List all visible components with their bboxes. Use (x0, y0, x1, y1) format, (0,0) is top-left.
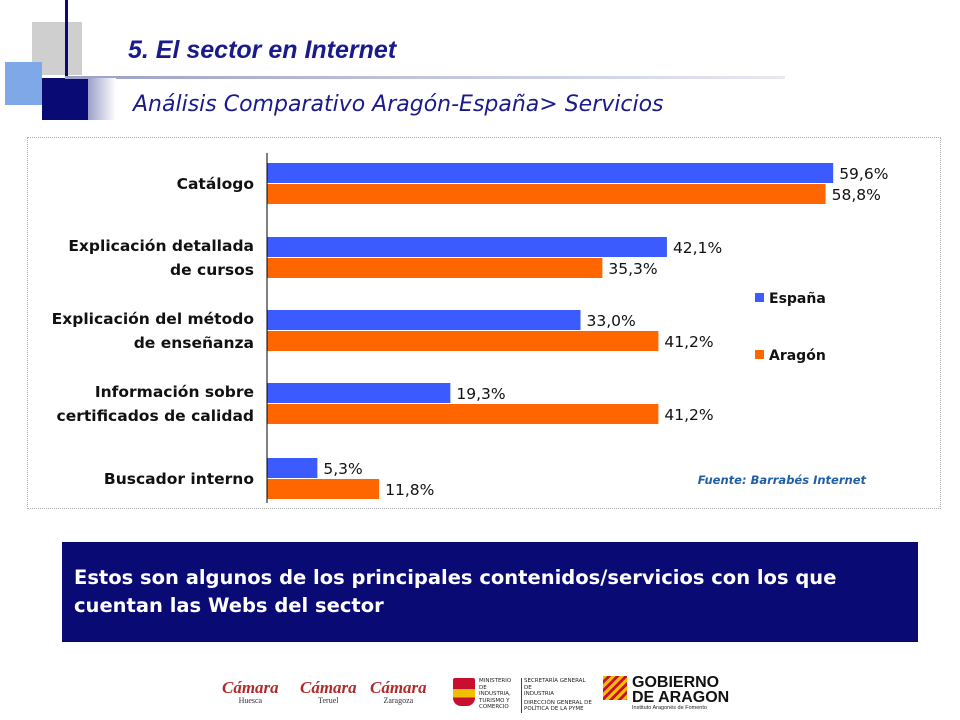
legend-swatch (755, 293, 764, 302)
ministerio-line: DE INDUSTRIA, (479, 684, 511, 698)
camara-zaragoza-logo: Cámara Zaragoza (370, 678, 427, 705)
bar-aragon (267, 331, 659, 351)
chart-panel: Catálogo 59,6% 58,8% Explicación detallada d… (27, 137, 941, 509)
bar-aragon (267, 184, 826, 204)
coat-of-arms-icon (453, 678, 475, 706)
bar-aragon (267, 404, 659, 424)
data-label: 19,3% (456, 385, 505, 403)
data-label: 11,8% (385, 481, 434, 499)
category-label: de cursos (170, 261, 254, 279)
gobierno-line: DE ARAGON (632, 689, 730, 706)
category-label: Explicación detallada (68, 237, 254, 255)
ministerio-line: TURISMO Y (479, 697, 510, 704)
slide-subtitle: Análisis Comparativo Aragón-España> Serv… (133, 92, 664, 117)
category-label: Buscador interno (104, 470, 254, 488)
data-label: 35,3% (608, 260, 657, 278)
ministerio-logo: MINISTERIO DE INDUSTRIA, TURISMO Y COMER… (453, 676, 592, 713)
camara-word: Cámara (222, 678, 279, 697)
gobierno-sub: Instituto Aragonés de Fomento (632, 705, 707, 711)
category-label: Información sobre (95, 383, 254, 401)
data-label: 5,3% (323, 460, 362, 478)
secretaria-line: INDUSTRIA (524, 691, 555, 697)
data-label: 42,1% (673, 239, 722, 257)
camara-teruel-logo: Cámara Teruel (300, 678, 357, 705)
category-label: de enseñanza (134, 334, 254, 352)
bar-espana (267, 237, 667, 257)
legend-label: España (769, 291, 826, 307)
data-label: 41,2% (664, 333, 713, 351)
legend-label: Aragón (769, 348, 826, 364)
direccion-line: POLÍTICA DE LA PYME (524, 706, 584, 712)
data-label: 33,0% (587, 312, 636, 330)
camara-word: Cámara (300, 678, 357, 697)
slide-title: 5. El sector en Internet (128, 36, 397, 64)
info-box: Estos son algunos de los principales con… (62, 542, 918, 642)
bar-aragon (267, 258, 603, 278)
bar-aragon (267, 479, 380, 499)
source-note: Fuente: Barrabés Internet (698, 473, 867, 487)
direccion-line: DIRECCIÓN GENERAL DE (524, 699, 592, 706)
data-label: 58,8% (832, 186, 881, 204)
data-label: 41,2% (664, 406, 713, 424)
category-label: Explicación del método (52, 310, 254, 328)
aragon-flag-icon (603, 676, 627, 700)
camara-city: Teruel (318, 696, 339, 705)
data-label: 59,6% (839, 165, 888, 183)
camara-huesca-logo: Cámara Huesca (222, 678, 279, 705)
bar-chart: Catálogo 59,6% 58,8% Explicación detallada d… (52, 153, 888, 503)
bar-espana (267, 383, 451, 403)
camara-word: Cámara (370, 678, 427, 697)
secretaria-line: SECRETARÍA GENERAL DE (524, 678, 586, 691)
bar-espana (267, 163, 834, 183)
ministerio-line: MINISTERIO (479, 678, 512, 684)
category-label: certificados de calidad (57, 407, 255, 425)
legend-swatch (755, 350, 764, 359)
bar-espana (267, 310, 581, 330)
camara-city: Zaragoza (383, 696, 414, 705)
camara-city: Huesca (238, 696, 263, 705)
ministerio-line: COMERCIO (479, 704, 509, 710)
info-text: Estos son algunos de los principales con… (74, 566, 837, 617)
bar-espana (267, 458, 318, 478)
gobierno-line: GOBIERNO (632, 674, 720, 691)
category-label: Catálogo (177, 175, 254, 193)
logos-strip: Cámara Huesca Cámara Teruel Cámara Zarag… (220, 672, 750, 718)
gobierno-aragon-logo: GOBIERNO DE ARAGON Instituto Aragonés de… (603, 674, 743, 716)
